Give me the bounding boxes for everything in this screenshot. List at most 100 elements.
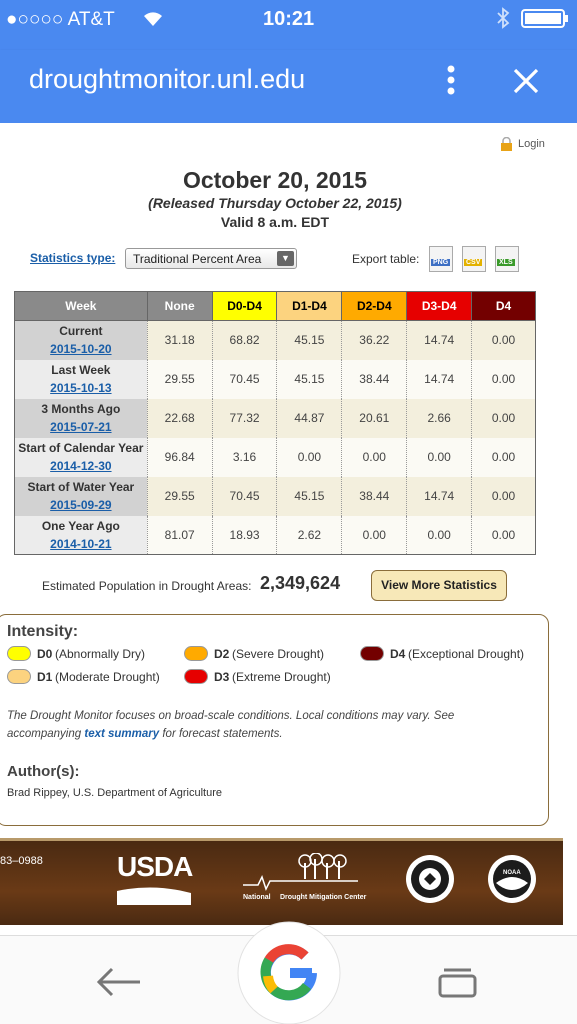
week-cell: Start of Calendar Year 2014-12-30 (14, 437, 148, 477)
value-cell: 96.84 (146, 437, 213, 477)
tabs-button[interactable] (437, 967, 479, 999)
week-date[interactable]: 2015-07-21 (50, 420, 112, 434)
week-label: Start of Water Year (27, 480, 135, 494)
value-cell: 70.45 (211, 359, 277, 399)
value-cell: 3.16 (211, 437, 277, 477)
week-cell: Current 2015-10-20 (14, 320, 148, 360)
valid-time: Valid 8 a.m. EDT (220, 214, 330, 230)
value-cell: 14.74 (406, 359, 472, 399)
week-cell: Last Week 2015-10-13 (14, 359, 148, 399)
week-date[interactable]: 2014-12-30 (50, 459, 112, 473)
export-label: Export table: (352, 252, 420, 266)
statistics-dropdown[interactable]: Traditional Percent Area ▼ (125, 248, 297, 269)
table-row: 3 Months Ago 2015-07-21 22.68 77.32 44.87 20.… (14, 398, 536, 438)
value-cell: 38.44 (341, 359, 407, 399)
bluetooth-icon (497, 7, 510, 29)
value-cell: 0.00 (471, 437, 536, 477)
value-cell: 0.00 (406, 437, 472, 477)
navigation-bar (0, 921, 577, 1024)
footer-phone: 83–0988 (0, 855, 43, 867)
ndmc-name: Drought Mitigation Center (280, 894, 367, 901)
export-format: CSV (464, 259, 483, 266)
week-date[interactable]: 2015-10-13 (50, 381, 112, 395)
value-cell: 70.45 (211, 476, 277, 516)
value-cell: 14.74 (406, 320, 472, 360)
note-text: for forecast statements. (159, 728, 283, 740)
carrier: ●○○○○ AT&T (6, 9, 115, 30)
value-cell: 77.32 (211, 398, 277, 438)
week-label: Start of Calendar Year (18, 441, 144, 455)
week-date[interactable]: 2015-10-20 (50, 342, 112, 357)
value-cell: 38.44 (341, 476, 407, 516)
legend-desc: (Moderate Drought) (55, 670, 160, 684)
page-title: October 20, 2015 (182, 167, 368, 193)
legend-code: D4 (390, 647, 406, 661)
value-cell: 45.15 (276, 359, 342, 399)
export-button[interactable]: PNG (429, 246, 453, 272)
value-cell: 0.00 (406, 515, 472, 555)
usda-logo[interactable]: USDA (117, 851, 193, 882)
legend-code: D3 (214, 670, 230, 684)
legend-swatch (7, 669, 31, 684)
dropdown-arrow: ▼ (277, 251, 294, 266)
text-summary-link[interactable]: text summary (84, 728, 160, 740)
value-cell: 14.74 (406, 476, 472, 516)
export-format: PNG (431, 259, 451, 266)
value-cell: 0.00 (471, 476, 536, 516)
google-button[interactable] (236, 920, 342, 1024)
week-date[interactable]: 2015-09-29 (50, 498, 112, 512)
close-button[interactable] (512, 67, 540, 95)
table-row: Current 2015-10-20 31.18 68.82 45.15 36.22 14.… (14, 320, 536, 360)
week-cell: 3 Months Ago 2015-07-21 (14, 398, 148, 438)
column-header: None (146, 291, 213, 321)
value-cell: 68.82 (211, 320, 277, 360)
footer: 83–0988 USDA National Drought Mitigation… (0, 838, 563, 925)
legend-code: D1 (37, 670, 53, 684)
legend-box: Intensity: The Drought Monitor focuses o… (0, 614, 549, 826)
lock-icon (501, 137, 512, 151)
value-cell: 22.68 (146, 398, 213, 438)
export-button[interactable]: CSV (462, 246, 486, 272)
week-label: 3 Months Ago (41, 402, 121, 416)
menu-button[interactable] (440, 64, 462, 98)
value-cell: 0.00 (471, 320, 536, 360)
table-row: Last Week 2015-10-13 29.55 70.45 45.15 38.44 1… (14, 359, 536, 399)
author: Brad Rippey, U.S. Department of Agricult… (7, 787, 223, 799)
release-date: (Released Thursday October 22, 2015) (148, 195, 402, 211)
value-cell: 0.00 (471, 515, 536, 555)
ndmc-national: National (243, 894, 271, 901)
value-cell: 44.87 (276, 398, 342, 438)
value-cell: 45.15 (276, 476, 342, 516)
header-row: Week None D0-D4 D1-D4 D2-D4 D3-D4 D4 (14, 291, 536, 321)
legend-swatch (360, 646, 384, 661)
export-button[interactable]: XLS (495, 246, 519, 272)
login-link[interactable]: Login (518, 138, 545, 150)
value-cell: 29.55 (146, 476, 213, 516)
week-date[interactable]: 2014-10-21 (50, 536, 112, 551)
statistics-label[interactable]: Statistics type: (30, 251, 116, 265)
table-row: One Year Ago 2014-10-21 81.07 18.93 2.62 0.00… (14, 515, 536, 555)
value-cell: 2.62 (276, 515, 342, 555)
wifi-icon (144, 12, 162, 26)
column-header: D3-D4 (406, 291, 473, 321)
value-cell: 31.18 (146, 320, 213, 360)
noaa-seal[interactable] (486, 853, 538, 905)
usda-swoosh (117, 887, 191, 905)
column-header: D4 (471, 291, 536, 321)
back-button[interactable] (96, 966, 142, 998)
doc-seal[interactable] (404, 853, 456, 905)
ndmc-logo[interactable] (243, 853, 358, 891)
battery-icon (521, 9, 568, 28)
column-header: D1-D4 (276, 291, 343, 321)
legend-swatch (184, 646, 208, 661)
view-more-button[interactable]: View More Statistics (371, 570, 507, 601)
legend-code: D0 (37, 647, 53, 661)
clock: 10:21 (263, 8, 315, 30)
week-label: Current (59, 324, 103, 339)
table-row: Start of Calendar Year 2014-12-30 96.84 3.1… (14, 437, 536, 477)
value-cell: 0.00 (276, 437, 342, 477)
legend-swatch (184, 669, 208, 684)
table-row: Start of Water Year 2015-09-29 29.55 70.45 4… (14, 476, 536, 516)
url[interactable]: droughtmonitor.unl.edu (29, 64, 306, 94)
legend-desc: (Abnormally Dry) (55, 647, 146, 661)
